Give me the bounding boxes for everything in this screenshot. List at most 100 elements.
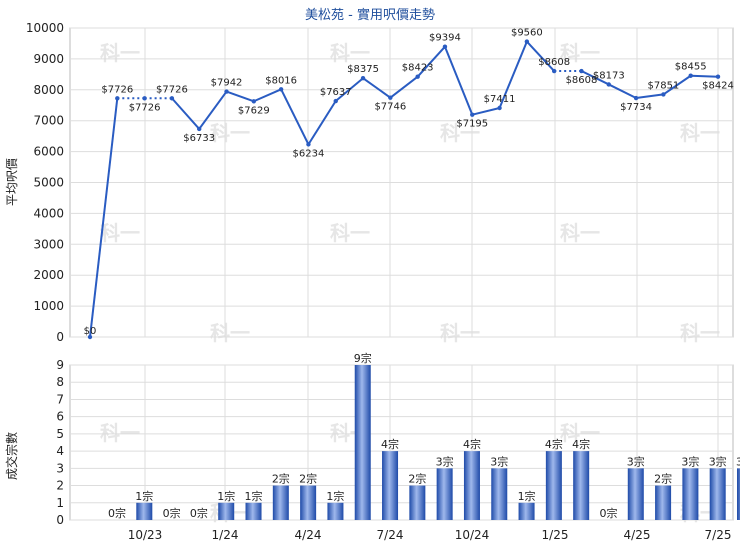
volume-y-tick-label: 9 bbox=[56, 358, 64, 372]
volume-bars bbox=[136, 365, 740, 520]
price-y-tick-label: 4000 bbox=[33, 206, 64, 220]
volume-bar-label: 2宗 bbox=[408, 472, 426, 486]
price-line-segment bbox=[253, 88, 282, 103]
price-y-tick-label: 5000 bbox=[33, 176, 64, 190]
price-y-ticks: 0 1000 2000 3000 4000 5000 6000 7000 8000 9000 100… bbox=[26, 21, 64, 344]
volume-y-tick-label: 4 bbox=[56, 444, 64, 458]
volume-bar bbox=[436, 468, 453, 520]
watermark: 科一 bbox=[440, 321, 480, 345]
price-point-label: $8608 bbox=[566, 75, 598, 86]
price-point bbox=[333, 98, 338, 104]
volume-bar-label: 1宗 bbox=[245, 489, 263, 503]
price-point-label: $7726 bbox=[101, 84, 133, 95]
price-point bbox=[388, 95, 393, 100]
price-y-tick-label: 1000 bbox=[33, 299, 64, 313]
volume-bar-label: 4宗 bbox=[545, 437, 563, 451]
price-point bbox=[470, 112, 475, 117]
chart-title: 美松苑 - 實用呎價走勢 bbox=[305, 7, 435, 23]
volume-bar bbox=[682, 468, 699, 520]
watermark: 科一 bbox=[330, 221, 370, 245]
price-point bbox=[661, 92, 666, 97]
volume-bar bbox=[300, 485, 317, 520]
volume-bar bbox=[709, 468, 726, 520]
price-line-segment bbox=[690, 74, 719, 78]
price-line-segment bbox=[662, 74, 692, 96]
price-point-label: $7942 bbox=[211, 78, 243, 89]
price-point bbox=[688, 73, 693, 78]
price-point-label: $8375 bbox=[347, 64, 379, 75]
x-tick-label: 7/25 bbox=[705, 528, 732, 542]
price-point-label: $7411 bbox=[484, 94, 516, 105]
volume-bar-label: 4宗 bbox=[572, 437, 590, 451]
price-point bbox=[442, 44, 448, 49]
x-tick-label: 1/25 bbox=[542, 528, 569, 542]
volume-bar bbox=[655, 485, 672, 520]
price-line-segment bbox=[362, 77, 391, 99]
volume-bar-label: 2宗 bbox=[272, 472, 290, 486]
volume-bar-label: 9宗 bbox=[354, 351, 372, 365]
volume-y-tick-label: 5 bbox=[56, 427, 64, 441]
price-point-label: $8424 bbox=[702, 81, 734, 92]
price-line-segment bbox=[198, 91, 228, 130]
price-point-label: $6733 bbox=[183, 133, 215, 144]
volume-y-tick-label: 3 bbox=[56, 461, 64, 475]
price-point bbox=[142, 96, 147, 101]
price-line-segment bbox=[635, 93, 664, 100]
watermark: 科一 bbox=[210, 121, 250, 145]
price-point-label: $7195 bbox=[456, 119, 488, 130]
volume-bar-label: 2宗 bbox=[654, 472, 672, 486]
price-point bbox=[251, 99, 257, 104]
price-line-segment bbox=[280, 88, 310, 145]
volume-y-tick-label: 0 bbox=[56, 513, 64, 527]
price-point bbox=[306, 142, 311, 147]
price-point-label: $0 bbox=[84, 326, 97, 337]
volume-bar-label: 2宗 bbox=[299, 472, 317, 486]
price-y-tick-label: 8000 bbox=[33, 83, 64, 97]
volume-bar bbox=[136, 502, 153, 520]
price-y-axis-label: 平均呎價 bbox=[5, 158, 19, 206]
volume-bar bbox=[518, 502, 535, 520]
x-tick-label: 4/25 bbox=[624, 528, 651, 542]
watermark: 科一 bbox=[560, 221, 600, 245]
volume-y-tick-label: 2 bbox=[56, 479, 64, 493]
price-line-segment bbox=[416, 46, 446, 78]
watermark: 科一 bbox=[100, 41, 140, 65]
volume-y-ticks: 0 1 2 3 4 5 6 7 8 9 bbox=[56, 358, 64, 527]
price-point bbox=[524, 39, 530, 44]
price-point bbox=[197, 126, 202, 132]
x-tick-labels: 10/23 1/24 4/24 7/24 10/24 1/25 4/25 7/25 bbox=[128, 528, 732, 542]
volume-bar bbox=[737, 468, 740, 520]
volume-y-tick-label: 6 bbox=[56, 410, 64, 424]
volume-bar-label: 4宗 bbox=[381, 437, 399, 451]
volume-bar bbox=[409, 485, 426, 520]
volume-bar-label: 3宗 bbox=[736, 454, 740, 468]
volume-bar-label: 4宗 bbox=[463, 437, 481, 451]
watermarks: 科一科一科一科一科一科一科一科一科一科一科一科一科一科一科一科一科一 bbox=[100, 41, 720, 525]
price-point bbox=[224, 89, 229, 94]
volume-bar-label: 1宗 bbox=[217, 489, 235, 503]
volume-bar-label: 0宗 bbox=[599, 506, 617, 520]
x-tick-label: 10/24 bbox=[455, 528, 490, 542]
volume-bar bbox=[327, 502, 344, 520]
volume-bar bbox=[491, 468, 508, 520]
price-point-label: $8608 bbox=[538, 57, 570, 68]
volume-y-tick-label: 7 bbox=[56, 392, 64, 406]
price-point-label: $8173 bbox=[593, 70, 625, 81]
price-point-label: $6234 bbox=[293, 148, 325, 159]
volume-y-tick-label: 8 bbox=[56, 375, 64, 389]
price-line-segment bbox=[335, 77, 364, 102]
price-point-label: $7726 bbox=[156, 84, 188, 95]
price-point-label: $8016 bbox=[265, 75, 297, 86]
price-y-tick-label: 10000 bbox=[26, 21, 64, 35]
volume-bar-label: 1宗 bbox=[326, 489, 344, 503]
watermark: 科一 bbox=[680, 121, 720, 145]
volume-bar-labels: 0宗 1宗 0宗 0宗 1宗 1宗 2宗 2宗 1宗 9宗 4宗 2宗 3宗 4宗 3宗 1宗 4宗 4宗 0宗 3宗… bbox=[108, 351, 740, 520]
watermark: 科一 bbox=[330, 41, 370, 65]
volume-bar bbox=[354, 365, 371, 520]
price-point-label: $8423 bbox=[402, 63, 434, 74]
price-line-segment bbox=[498, 41, 528, 109]
volume-bar bbox=[545, 451, 562, 520]
x-tick-label: 4/24 bbox=[295, 528, 322, 542]
volume-bar bbox=[382, 451, 399, 520]
